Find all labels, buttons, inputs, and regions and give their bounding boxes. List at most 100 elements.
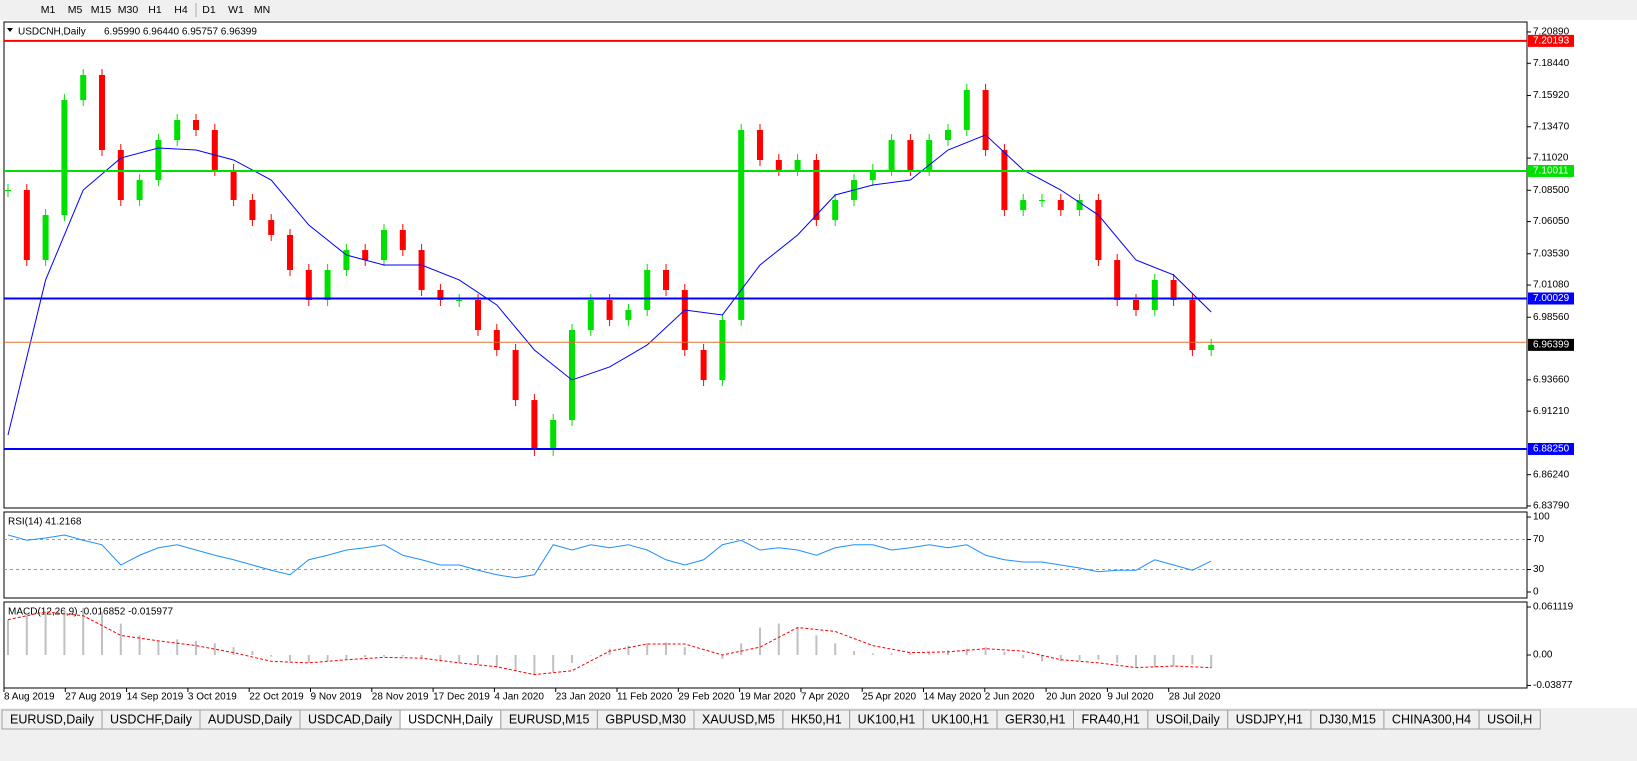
histogram-bar xyxy=(25,615,28,656)
x-tick-label: 3 Oct 2019 xyxy=(188,692,237,703)
tab-label[interactable]: USDCAD,Daily xyxy=(308,712,393,726)
candle xyxy=(982,89,989,151)
tab-label[interactable]: EURUSD,M15 xyxy=(509,712,590,726)
tab-label[interactable]: USDCHF,Daily xyxy=(110,712,193,726)
histogram-bar xyxy=(138,635,141,656)
candle xyxy=(606,300,613,320)
candle xyxy=(1170,279,1177,301)
histogram-bar xyxy=(232,647,235,656)
candle xyxy=(907,140,914,170)
candle xyxy=(531,400,538,450)
level-label: 7.00029 xyxy=(1533,293,1570,304)
candle xyxy=(1001,150,1008,211)
y-tick-label: 6.93660 xyxy=(1533,374,1570,385)
tab-label[interactable]: EURUSD,Daily xyxy=(10,712,95,726)
histogram-bar xyxy=(533,655,536,675)
rsi-line xyxy=(7,534,1212,579)
chart-area xyxy=(0,20,1637,708)
tab-label[interactable]: USDCNH,Daily xyxy=(408,712,493,726)
histogram-bar xyxy=(401,655,404,657)
candle xyxy=(926,140,933,170)
histogram-bar xyxy=(251,651,254,656)
tab-label[interactable]: USDJPY,H1 xyxy=(1236,712,1303,726)
x-tick-label: 27 Aug 2019 xyxy=(65,692,122,703)
candle xyxy=(399,229,406,251)
tab-label[interactable]: GER30,H1 xyxy=(1005,712,1065,726)
histogram-bar xyxy=(101,611,103,656)
level-label-box xyxy=(1528,164,1574,177)
candle xyxy=(456,300,463,302)
timeframe-button[interactable]: D1 xyxy=(202,4,216,16)
candle xyxy=(99,75,105,151)
y-tick-label: 100 xyxy=(1533,512,1550,523)
last-price-box xyxy=(1528,338,1574,351)
histogram-bar xyxy=(1041,655,1043,662)
y-tick-label: 7.13470 xyxy=(1533,121,1570,132)
tab-label[interactable]: XAUUSD,M5 xyxy=(702,712,775,726)
histogram-bar xyxy=(589,655,592,656)
timeframe-button[interactable]: H4 xyxy=(174,4,188,16)
histogram-bar xyxy=(7,619,9,656)
x-tick-label: 9 Jul 2020 xyxy=(1107,692,1154,703)
candle xyxy=(193,119,199,130)
candle xyxy=(287,234,293,270)
tab-label[interactable]: CHINA300,H4 xyxy=(1392,712,1471,726)
timeframe-button[interactable]: M30 xyxy=(118,4,139,16)
candle xyxy=(1076,199,1083,211)
histogram-bar xyxy=(1097,655,1100,660)
histogram-bar xyxy=(1059,655,1062,662)
histogram-bar xyxy=(740,643,743,656)
timeframe-button[interactable]: MN xyxy=(254,4,270,16)
histogram-bar xyxy=(665,642,667,656)
candle xyxy=(888,140,895,170)
level-label: 7.20193 xyxy=(1533,36,1570,47)
candle xyxy=(832,199,839,221)
x-tick-label: 23 Jan 2020 xyxy=(556,692,611,703)
timeframe-button[interactable]: M1 xyxy=(41,4,56,16)
tab-label[interactable]: UK100,H1 xyxy=(858,712,916,726)
tab[interactable] xyxy=(1478,709,1541,730)
timeframe-button[interactable]: H1 xyxy=(148,4,162,16)
candle xyxy=(963,89,970,130)
x-tick-label: 14 May 2020 xyxy=(924,692,982,703)
histogram-bar xyxy=(1172,655,1175,667)
y-tick-label: 0 xyxy=(1533,587,1539,598)
histogram-bar xyxy=(495,655,498,667)
candle xyxy=(211,129,218,170)
y-tick-label: 7.11020 xyxy=(1533,153,1569,164)
tab-label[interactable]: AUDUSD,Daily xyxy=(208,712,293,726)
candle xyxy=(587,300,594,331)
panel-border xyxy=(3,21,1528,509)
tab-label[interactable]: HK50,H1 xyxy=(791,712,842,726)
last-price-label: 6.96399 xyxy=(1533,340,1570,351)
histogram-bar xyxy=(552,655,555,673)
timeframe-button[interactable]: M15 xyxy=(91,4,112,16)
tab-label[interactable]: GBPUSD,M30 xyxy=(605,712,686,726)
y-tick-label: 6.91210 xyxy=(1533,406,1570,417)
timeframe-button[interactable]: W1 xyxy=(228,4,244,16)
tab-label[interactable]: UK100,H1 xyxy=(931,712,989,726)
candle xyxy=(381,229,387,261)
histogram-bar xyxy=(307,655,310,663)
y-tick-label: 7.15920 xyxy=(1533,90,1570,101)
histogram-bar xyxy=(571,655,573,663)
timeframe-button[interactable]: M5 xyxy=(68,4,83,16)
histogram-bar xyxy=(702,655,705,656)
tab-label[interactable]: DJ30,M15 xyxy=(1319,712,1376,726)
histogram-bar xyxy=(63,609,66,656)
candle xyxy=(681,290,688,350)
x-tick-label: 19 Mar 2020 xyxy=(740,692,797,703)
y-tick-label: 7.06050 xyxy=(1533,216,1570,227)
tab-label[interactable]: FRA40,H1 xyxy=(1082,712,1140,726)
candle xyxy=(155,140,162,181)
x-tick-label: 28 Jul 2020 xyxy=(1169,692,1221,703)
candle xyxy=(362,250,369,261)
histogram-bar xyxy=(1022,655,1025,659)
histogram-bar xyxy=(270,655,273,657)
tab-label[interactable]: USOil,H xyxy=(1487,712,1532,726)
histogram-bar xyxy=(721,655,724,659)
tab-label[interactable]: USOil,Daily xyxy=(1156,712,1221,726)
x-tick-label: 11 Feb 2020 xyxy=(617,692,673,703)
x-tick-label: 7 Apr 2020 xyxy=(801,692,850,703)
